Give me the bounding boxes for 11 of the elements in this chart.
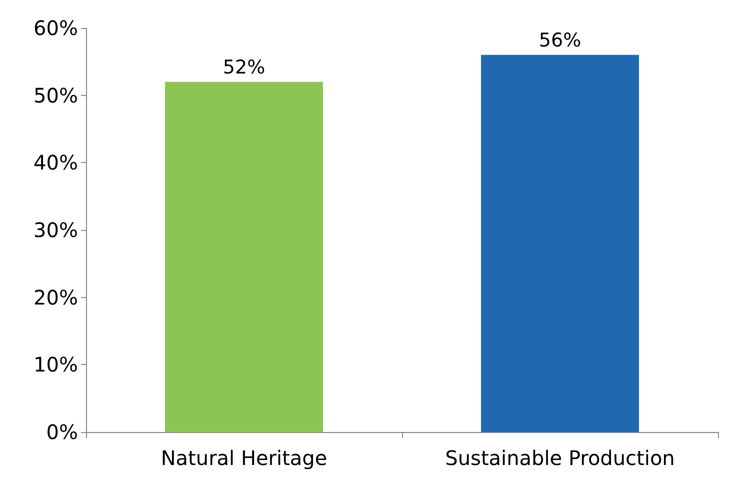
y-tick-label: 50% [34,83,78,108]
x-tick-label: Natural Heritage [160,446,328,470]
x-tick-label: Sustainable Production [445,446,675,470]
data-label: 52% [222,56,266,78]
y-tick-label: 0% [46,420,78,444]
data-label: 56% [538,29,582,52]
y-tick-label: 40% [34,150,78,175]
y-tick-label: 20% [34,285,78,310]
y-tick-label: 60% [34,16,78,40]
y-tick-label: 10% [34,352,78,377]
y-tick-label: 30% [34,218,78,242]
